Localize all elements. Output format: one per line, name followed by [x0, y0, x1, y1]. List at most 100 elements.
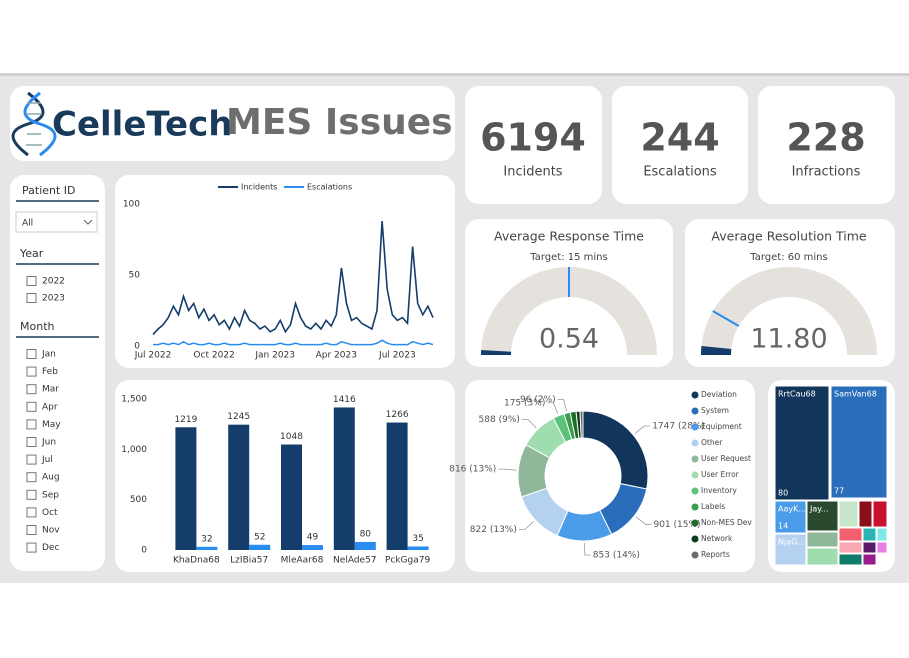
data-label: 1747 (28%) — [652, 422, 705, 432]
treemap-cell — [806, 531, 839, 548]
leader-line — [547, 402, 559, 415]
x-tick-label: LzIBia57 — [230, 556, 268, 566]
checkbox[interactable] — [26, 293, 37, 303]
data-label: 1245 — [227, 412, 250, 422]
gauge-fill — [481, 350, 512, 355]
gauge-track — [701, 267, 877, 355]
checkbox[interactable] — [26, 507, 37, 518]
data-label: 822 (13%) — [470, 525, 517, 535]
kpi-label: Incidents — [503, 165, 562, 180]
leader-line — [521, 418, 537, 429]
checkbox[interactable] — [26, 489, 37, 500]
legend-label: Network — [701, 534, 733, 543]
checkbox[interactable] — [26, 366, 37, 377]
y-tick-label: 500 — [130, 495, 147, 505]
legend-label: Non-MES Dev — [701, 518, 752, 527]
treemap-cell — [862, 527, 877, 542]
bar — [386, 422, 408, 550]
option-label: May — [42, 420, 61, 430]
cell-value: 80 — [778, 489, 788, 498]
checkbox[interactable] — [26, 401, 37, 412]
option-label: Feb — [42, 367, 58, 377]
x-tick-label: KhaDna68 — [173, 556, 220, 566]
kpi-label: Escalations — [643, 165, 717, 180]
kpi-value: 228 — [786, 116, 865, 160]
legend-swatch — [691, 535, 699, 543]
y-tick-label: 1,500 — [121, 395, 147, 405]
legend-swatch — [691, 487, 699, 495]
cell-value: 14 — [778, 522, 788, 531]
cell-name: SamVan68 — [834, 390, 877, 399]
cell-name: RrtCau68 — [778, 390, 816, 399]
title: MES Issues — [226, 102, 453, 143]
bar — [228, 424, 250, 550]
gauge-track — [481, 267, 657, 355]
brand: CelleTech — [52, 105, 232, 145]
data-label: 175 (3%) — [504, 398, 545, 408]
bar — [407, 546, 429, 550]
data-label: 816 (13%) — [449, 465, 496, 475]
bar — [302, 545, 323, 550]
checkbox[interactable] — [26, 437, 37, 447]
x-tick-label: MleAar68 — [281, 556, 324, 566]
legend-label: Other — [701, 438, 723, 447]
checkbox[interactable] — [26, 419, 37, 430]
kpi-label: Infractions — [792, 165, 861, 180]
dropdown[interactable] — [15, 211, 98, 233]
data-label: 35 — [412, 534, 423, 544]
data-label: 32 — [201, 534, 212, 544]
legend-swatch — [691, 407, 699, 415]
y-tick-label: 1,000 — [121, 445, 147, 455]
checkbox[interactable] — [26, 525, 37, 535]
data-label: 49 — [307, 533, 319, 543]
y-tick-label: 0 — [141, 546, 147, 556]
bar — [175, 427, 197, 550]
data-label: 52 — [254, 532, 265, 542]
data-label: 1048 — [280, 432, 303, 442]
bar — [249, 544, 271, 550]
treemap-cell — [876, 541, 888, 554]
treemap-cell — [872, 500, 888, 528]
legend-swatch — [691, 519, 699, 527]
legend-swatch — [691, 471, 699, 479]
checkbox[interactable] — [26, 454, 37, 465]
kpi-value: 6194 — [480, 116, 586, 160]
x-tick-label: Jul 2023 — [378, 351, 416, 361]
x-tick-label: Apr 2023 — [316, 351, 357, 361]
cell-name: AayK... — [778, 505, 806, 514]
gauge-target: Target: 15 mins — [529, 252, 607, 263]
checkbox[interactable] — [26, 349, 37, 359]
leader-line — [634, 425, 651, 434]
filter-title: Patient ID — [22, 184, 76, 197]
leader-line — [584, 542, 591, 556]
dna-icon — [11, 91, 57, 157]
checkbox[interactable] — [26, 276, 37, 286]
treemap-cell — [838, 541, 863, 554]
leader-line — [557, 399, 567, 412]
legend-label: User Error — [701, 470, 740, 479]
legend-swatch — [691, 423, 699, 431]
filter-title: Month — [20, 320, 55, 333]
kpi-card — [465, 86, 602, 204]
data-label: 96 (2%) — [520, 395, 556, 405]
checkbox[interactable] — [26, 472, 37, 483]
legend-label: Incidents — [241, 183, 277, 192]
filter-card — [10, 175, 105, 571]
option-label: 2022 — [42, 277, 65, 287]
checkbox[interactable] — [26, 542, 37, 553]
legend-label: System — [701, 406, 729, 415]
treemap-cell — [838, 553, 863, 566]
data-label: 80 — [360, 529, 372, 539]
x-tick-label: Jan 2023 — [254, 351, 295, 361]
checkbox[interactable] — [26, 384, 37, 395]
treemap-cell — [774, 385, 830, 501]
option-label: Oct — [42, 508, 58, 518]
bar — [281, 444, 302, 550]
data-label: 901 (15%) — [653, 520, 700, 530]
x-tick-label: Oct 2022 — [193, 351, 234, 361]
treemap-cell — [806, 547, 839, 566]
treemap-cell — [858, 500, 873, 528]
legend-label: Labels — [701, 502, 725, 511]
treemap-cell — [862, 541, 877, 554]
line-series — [152, 220, 434, 336]
